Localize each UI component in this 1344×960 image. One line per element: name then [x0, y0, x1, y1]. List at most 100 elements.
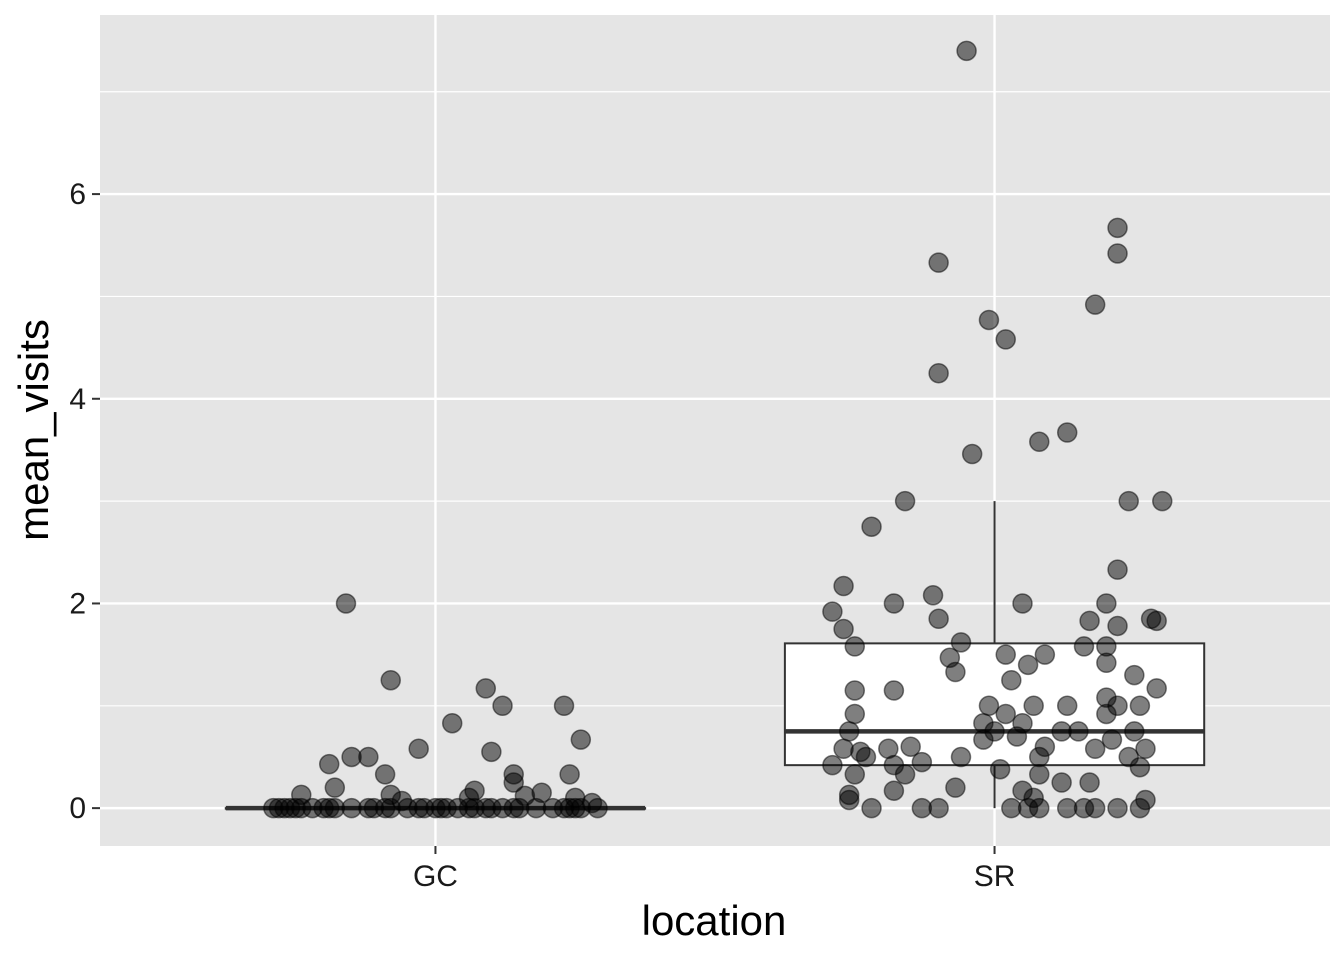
data-point	[1129, 797, 1151, 819]
data-point	[1084, 294, 1106, 315]
data-point	[1029, 764, 1050, 785]
data-point	[1096, 652, 1117, 674]
data-point	[995, 329, 1016, 350]
data-point	[844, 703, 866, 725]
data-point	[844, 636, 866, 657]
data-point	[1023, 695, 1044, 717]
data-point	[1152, 490, 1173, 512]
data-point	[1001, 669, 1022, 691]
data-point	[531, 782, 552, 804]
data-point	[833, 575, 854, 597]
data-point	[1129, 756, 1151, 778]
y-tick-label: 0	[69, 792, 86, 825]
data-point	[1073, 636, 1095, 657]
data-point	[883, 780, 905, 801]
data-point	[464, 780, 485, 801]
x-tick-label: SR	[974, 860, 1016, 893]
data-point	[1124, 721, 1145, 742]
data-point	[1006, 726, 1028, 747]
data-point	[844, 764, 866, 785]
data-point	[1056, 695, 1078, 717]
data-point	[1029, 797, 1050, 819]
data-point	[291, 784, 312, 806]
y-tick-label: 4	[69, 383, 86, 416]
y-axis-title: mean_visits	[10, 319, 57, 541]
data-point	[928, 797, 949, 819]
y-tick-label: 6	[69, 178, 86, 211]
data-point	[581, 792, 603, 814]
data-point	[408, 738, 429, 760]
data-point	[1012, 593, 1033, 614]
data-point	[822, 601, 843, 622]
axes: 0 2 4 6 GC SR	[69, 178, 1015, 893]
data-point	[1096, 703, 1117, 725]
data-point	[1107, 217, 1128, 239]
data-point	[961, 443, 983, 465]
data-point	[989, 758, 1011, 780]
data-point	[391, 790, 413, 812]
y-tick-label: 2	[69, 587, 86, 620]
data-point	[1124, 664, 1145, 686]
data-point	[335, 593, 357, 614]
data-point	[553, 695, 575, 717]
x-axis-title: location	[642, 897, 787, 944]
data-point	[1034, 644, 1056, 665]
data-point	[1051, 772, 1072, 793]
data-point	[956, 40, 977, 62]
data-point	[1135, 738, 1156, 760]
data-point	[492, 695, 513, 717]
data-point	[894, 764, 916, 785]
data-point	[318, 753, 340, 775]
data-point	[995, 703, 1016, 725]
data-point	[374, 764, 396, 785]
data-point	[883, 680, 905, 701]
data-point	[1017, 654, 1039, 676]
data-point	[838, 721, 860, 742]
data-point	[950, 632, 972, 653]
data-point	[441, 712, 463, 734]
data-point	[928, 608, 949, 630]
data-point	[900, 736, 921, 757]
data-point	[570, 729, 592, 750]
data-point	[475, 678, 497, 699]
data-point	[838, 789, 860, 811]
data-point	[503, 772, 524, 793]
data-point	[911, 751, 933, 773]
data-point	[945, 661, 966, 683]
data-point	[1129, 695, 1151, 717]
data-point	[1101, 729, 1123, 750]
data-point	[1084, 738, 1106, 760]
data-points	[263, 40, 1173, 819]
data-point	[1107, 615, 1128, 637]
data-point	[1146, 610, 1167, 632]
data-point	[1096, 593, 1117, 614]
data-point	[1056, 422, 1078, 443]
data-point	[995, 644, 1016, 665]
data-point	[861, 516, 882, 537]
data-point	[1029, 746, 1050, 768]
data-point	[559, 764, 580, 785]
data-point	[822, 754, 843, 776]
data-point	[1084, 797, 1106, 819]
x-tick-label: GC	[413, 860, 458, 893]
data-point	[1051, 721, 1072, 742]
data-point	[1146, 678, 1167, 699]
data-point	[978, 309, 1000, 331]
data-point	[861, 797, 882, 819]
data-point	[1118, 490, 1139, 512]
data-point	[1079, 610, 1100, 632]
data-point	[1029, 431, 1050, 453]
data-point	[380, 669, 401, 691]
data-point	[358, 746, 379, 768]
data-point	[928, 252, 949, 273]
data-point	[1107, 559, 1128, 580]
data-point	[833, 738, 854, 760]
data-point	[1079, 772, 1100, 793]
data-point	[894, 490, 916, 512]
data-point	[928, 362, 949, 384]
data-point	[855, 746, 877, 768]
data-point	[945, 777, 966, 798]
data-point	[324, 777, 346, 798]
data-point	[844, 680, 866, 701]
data-point	[1107, 797, 1128, 819]
